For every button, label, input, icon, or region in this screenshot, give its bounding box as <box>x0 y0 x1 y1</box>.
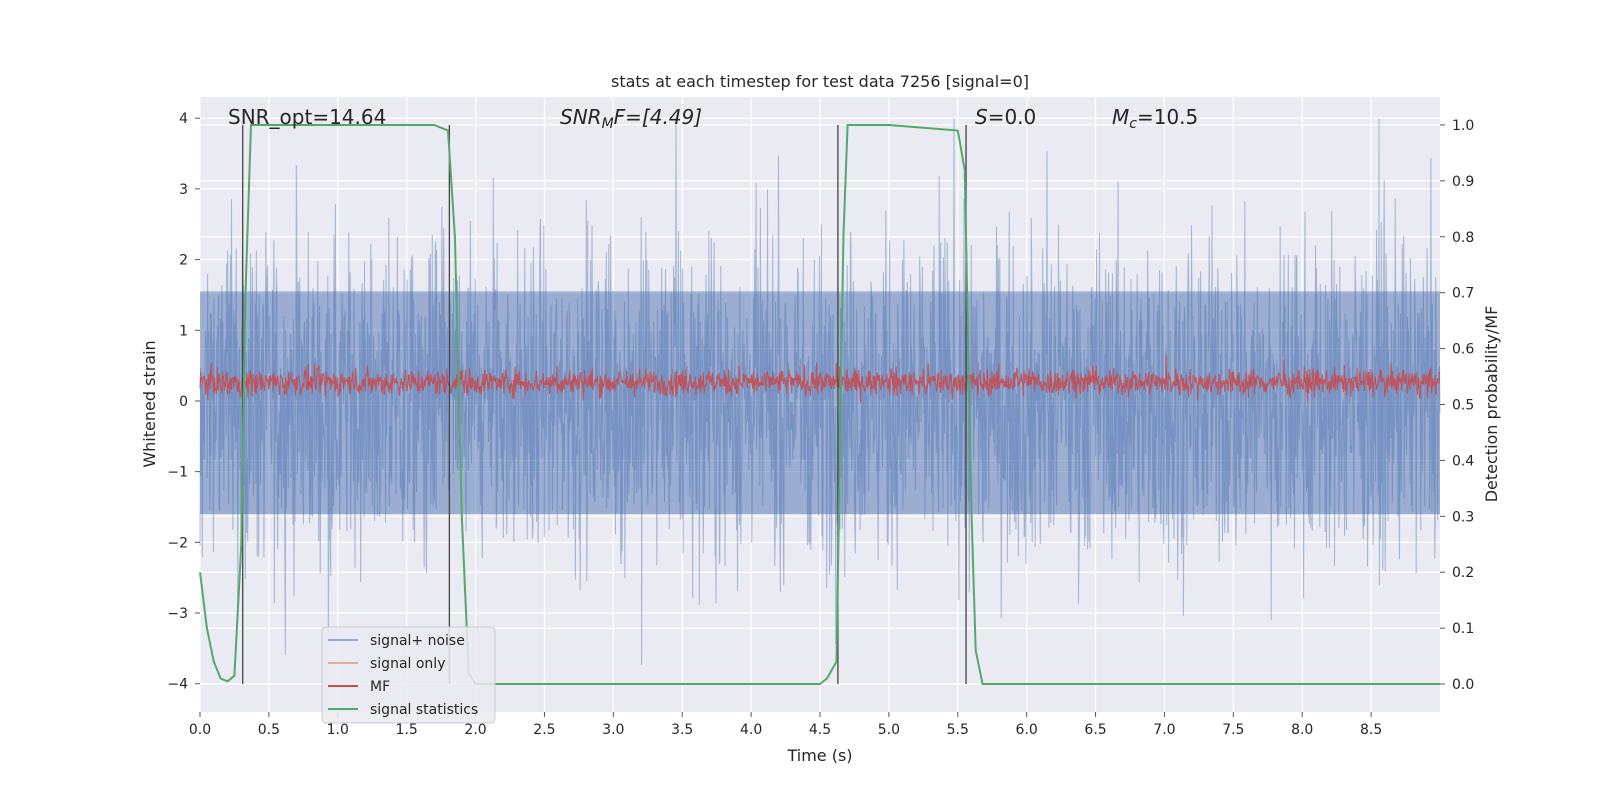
annotation-snr-mf: SNRMF=[4.49] <box>560 105 702 132</box>
annotation-snr-mf-sub: M <box>602 116 614 132</box>
statistics-line <box>199 124 1440 685</box>
x-tick-label: 4.5 <box>809 722 831 738</box>
x-tick-label: 6.0 <box>1016 722 1038 738</box>
y2-tick-label: 0.4 <box>1452 453 1474 469</box>
x-tick-label: 8.5 <box>1360 722 1382 738</box>
x-tick-label: 5.0 <box>878 722 900 738</box>
x-tick-label: 4.0 <box>740 722 762 738</box>
mf-line <box>199 354 1441 404</box>
annotation-snr-mf-tail: F=[4.49] <box>614 105 702 129</box>
y-tick-label: 2 <box>179 253 188 269</box>
legend-box <box>321 626 496 724</box>
y2-tick-label: 1.0 <box>1452 118 1474 134</box>
legend-label-noise: signal+ noise <box>370 633 465 649</box>
mf-series <box>199 354 1441 404</box>
y-tick-label: −1 <box>167 465 188 481</box>
x-tick-label: 1.5 <box>396 722 418 738</box>
x-tick-label: 8.0 <box>1291 722 1313 738</box>
x-tick-label: 7.5 <box>1222 722 1244 738</box>
annotation-mc-value: =10.5 <box>1137 105 1198 129</box>
y-tick-label: 3 <box>179 182 188 198</box>
y-tick-label: 4 <box>179 111 188 127</box>
x-tick-label: 3.5 <box>671 722 693 738</box>
annotation-mc-label: M <box>1112 105 1129 129</box>
y-axis-label: Whitened strain <box>140 340 159 467</box>
chart-title: stats at each timestep for test data 725… <box>611 72 1029 91</box>
y-tick-label: 0 <box>179 394 188 410</box>
y-tick-label: −2 <box>167 535 188 551</box>
y2-tick-label: 0.2 <box>1452 565 1474 581</box>
annotation-snr-mf-label: SNR <box>560 105 602 129</box>
annotation-s-label: S <box>975 105 988 129</box>
y2-tick-label: 0.6 <box>1452 342 1474 358</box>
x-tick-label: 6.5 <box>1084 722 1106 738</box>
noise-line <box>199 118 1441 666</box>
x-tick-label: 1.0 <box>327 722 349 738</box>
annotation-mc: Mc=10.5 <box>1112 105 1198 132</box>
annotation-snr-opt: SNR_opt=14.64 <box>228 105 386 129</box>
x-tick-label: 2.5 <box>533 722 555 738</box>
x-tick-label: 0.0 <box>189 722 211 738</box>
ticks: 0.0 0.5 1.0 1.5 2.0 2.5 3.0 3.5 4.0 4.5 5.0 5.5 6.0 6… <box>167 111 1474 738</box>
y2-tick-label: 0.7 <box>1452 286 1474 302</box>
annotation-s-value: =0.0 <box>988 105 1037 129</box>
y2-tick-label: 0.1 <box>1452 621 1474 637</box>
signal-noise-series <box>199 118 1441 666</box>
y2-tick-label: 0.0 <box>1452 677 1474 693</box>
x-tick-label: 3.0 <box>602 722 624 738</box>
y-tick-label: 1 <box>179 323 188 339</box>
y2-tick-label: 0.5 <box>1452 398 1474 414</box>
legend: signal+ noise signal only MF signal stat… <box>321 626 496 724</box>
y-tick-label: −3 <box>167 606 188 622</box>
x-tick-label: 2.0 <box>464 722 486 738</box>
x-tick-label: 7.0 <box>1153 722 1175 738</box>
signal-statistics-series <box>199 124 1440 685</box>
y2-tick-label: 0.3 <box>1452 509 1474 525</box>
legend-label-signal-only: signal only <box>370 656 445 672</box>
y2-tick-label: 0.9 <box>1452 174 1474 190</box>
legend-label-mf: MF <box>370 679 390 695</box>
annotation-s: S=0.0 <box>975 105 1036 129</box>
y2-tick-label: 0.8 <box>1452 230 1474 246</box>
y-tick-label: −4 <box>167 677 188 693</box>
noise-band <box>200 291 1440 515</box>
legend-label-statistics: signal statistics <box>370 702 478 718</box>
x-tick-label: 5.5 <box>947 722 969 738</box>
x-tick-label: 0.5 <box>258 722 280 738</box>
annotation-mc-sub: c <box>1129 116 1137 132</box>
y2-axis-label: Detection probability/MF <box>1482 306 1501 503</box>
x-axis-label: Time (s) <box>786 746 852 765</box>
